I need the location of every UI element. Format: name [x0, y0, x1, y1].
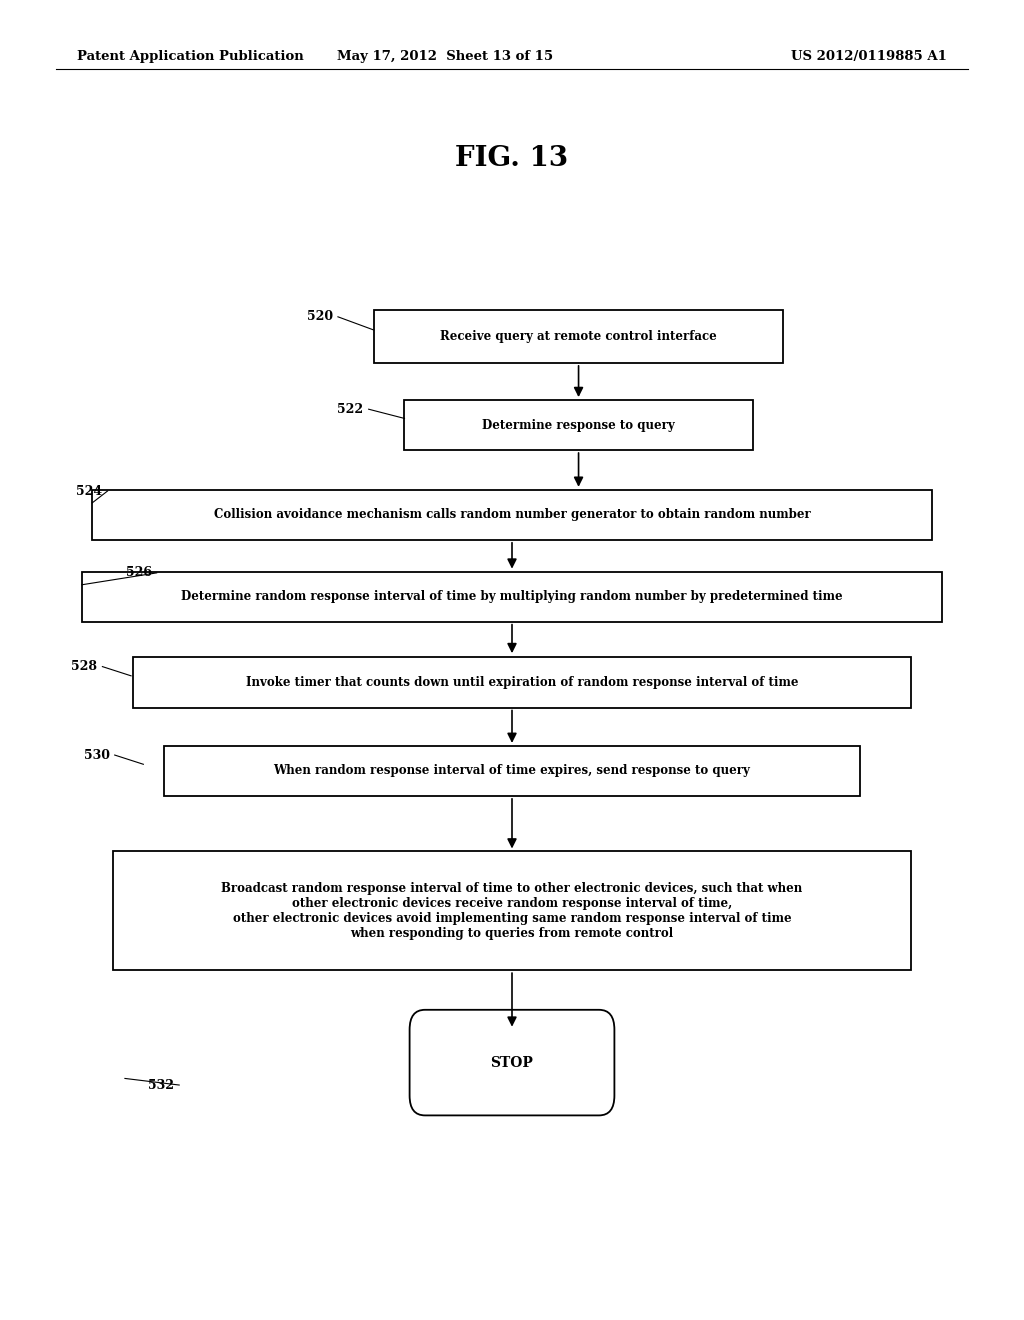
Text: May 17, 2012  Sheet 13 of 15: May 17, 2012 Sheet 13 of 15	[337, 50, 554, 63]
Text: STOP: STOP	[490, 1056, 534, 1069]
Text: Broadcast random response interval of time to other electronic devices, such tha: Broadcast random response interval of ti…	[221, 882, 803, 940]
Text: 528: 528	[72, 660, 97, 673]
FancyBboxPatch shape	[113, 851, 911, 970]
Text: Invoke timer that counts down until expiration of random response interval of ti: Invoke timer that counts down until expi…	[246, 676, 799, 689]
FancyBboxPatch shape	[374, 310, 783, 363]
Text: Receive query at remote control interface: Receive query at remote control interfac…	[440, 330, 717, 343]
FancyBboxPatch shape	[133, 657, 911, 708]
Text: 530: 530	[84, 748, 110, 762]
FancyBboxPatch shape	[92, 490, 932, 540]
Text: 522: 522	[337, 403, 364, 416]
Text: When random response interval of time expires, send response to query: When random response interval of time ex…	[273, 764, 751, 777]
Text: 520: 520	[306, 310, 333, 323]
FancyBboxPatch shape	[82, 572, 942, 622]
FancyBboxPatch shape	[164, 746, 860, 796]
Text: 524: 524	[76, 484, 102, 498]
Text: 526: 526	[126, 566, 152, 579]
Text: US 2012/0119885 A1: US 2012/0119885 A1	[792, 50, 947, 63]
Text: Determine random response interval of time by multiplying random number by prede: Determine random response interval of ti…	[181, 590, 843, 603]
FancyBboxPatch shape	[410, 1010, 614, 1115]
Text: Determine response to query: Determine response to query	[482, 418, 675, 432]
Text: 532: 532	[148, 1078, 174, 1092]
Text: Patent Application Publication: Patent Application Publication	[77, 50, 303, 63]
FancyBboxPatch shape	[404, 400, 753, 450]
Text: Collision avoidance mechanism calls random number generator to obtain random num: Collision avoidance mechanism calls rand…	[214, 508, 810, 521]
Text: FIG. 13: FIG. 13	[456, 145, 568, 172]
